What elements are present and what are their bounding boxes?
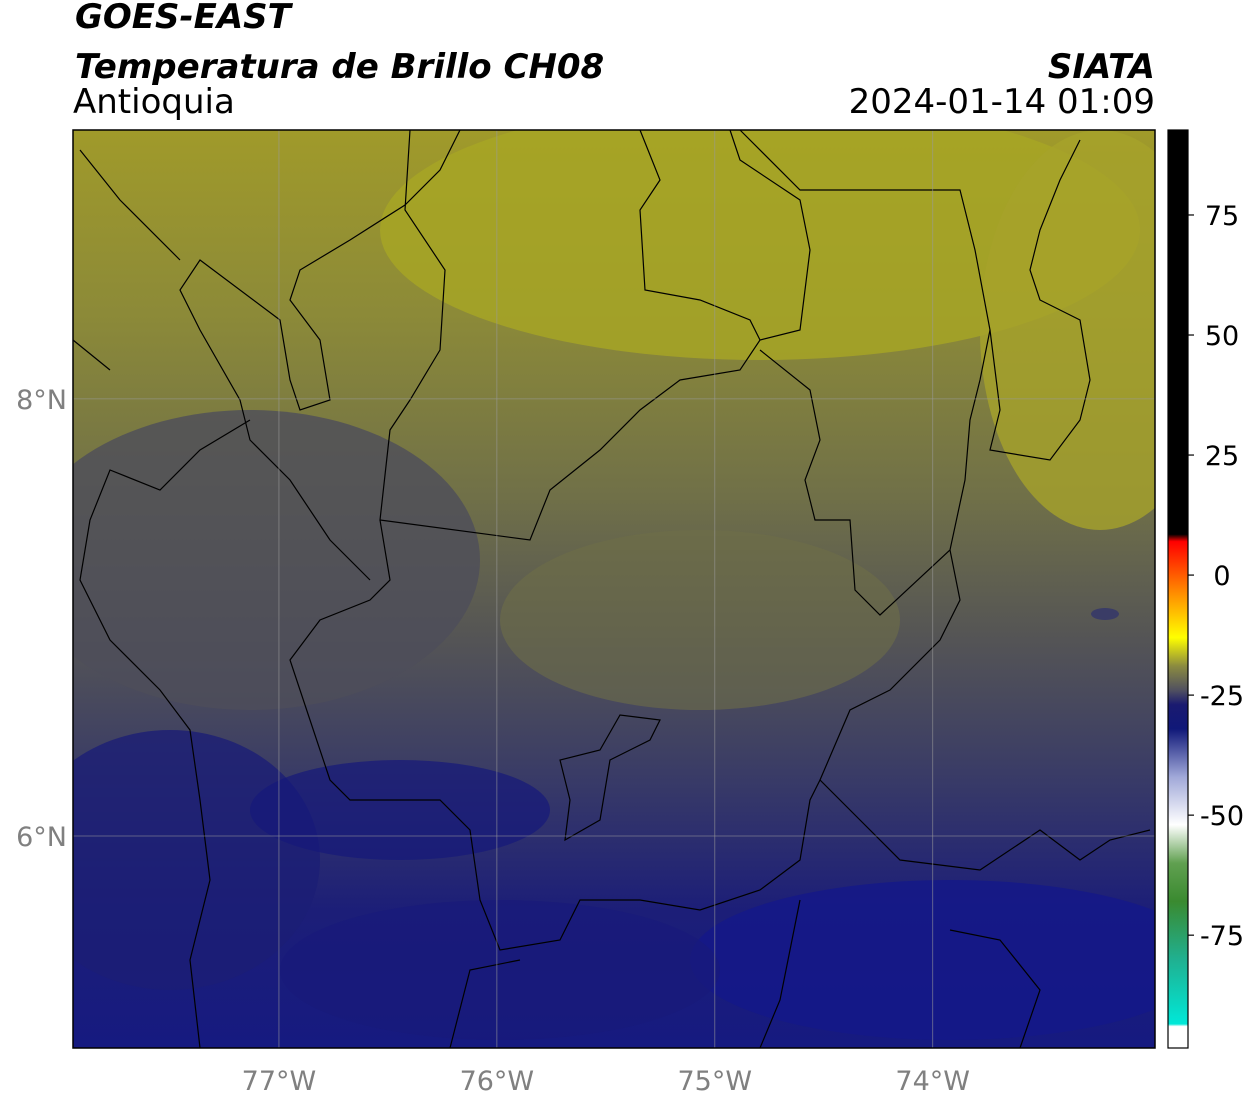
map-frame [72, 129, 1156, 1049]
colorbar-tick-label: -75 [1200, 921, 1244, 952]
y-tick-label: 6°N [16, 822, 67, 853]
colorbar [1167, 129, 1189, 1049]
borders [72, 129, 1151, 1049]
x-tick-label: 76°W [460, 1066, 535, 1097]
subtitle: Temperatura de Brillo CH08 [75, 47, 604, 87]
colorbar-tick-label: 25 [1205, 441, 1239, 472]
source: SIATA [1048, 47, 1155, 87]
colorbar-tick-label: -25 [1200, 681, 1244, 712]
x-tick-label: 74°W [895, 1066, 970, 1097]
region: Antioquia [73, 82, 235, 122]
satellite-image [73, 130, 1155, 1048]
datetime: 2024-01-14 01:09 [849, 82, 1155, 122]
colorbar-tick-label: 0 [1213, 561, 1230, 592]
colorbar-tick-label: 75 [1205, 201, 1239, 232]
x-tick-label: 75°W [678, 1066, 753, 1097]
y-tick-label: 8°N [16, 385, 67, 416]
title: GOES-EAST [75, 0, 294, 37]
colorbar-tick-label: 50 [1205, 321, 1239, 352]
colorbar-tick-label: -50 [1200, 801, 1244, 832]
x-tick-label: 77°W [242, 1066, 317, 1097]
